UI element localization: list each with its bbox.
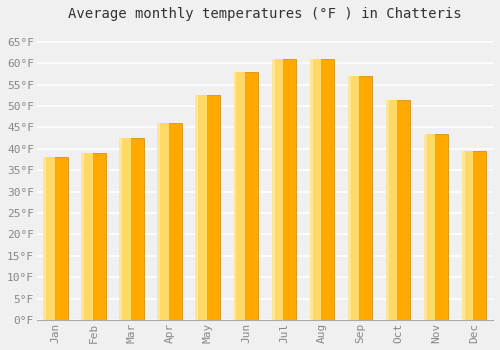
Bar xyxy=(386,100,388,320)
Bar xyxy=(310,59,334,320)
Bar xyxy=(44,158,46,320)
Bar xyxy=(120,138,144,320)
Bar xyxy=(196,96,198,320)
Bar xyxy=(310,59,320,320)
Bar xyxy=(348,76,350,320)
Bar xyxy=(196,96,220,320)
Bar xyxy=(424,134,448,320)
Bar xyxy=(234,72,244,320)
Bar xyxy=(234,72,258,320)
Bar xyxy=(120,138,130,320)
Bar xyxy=(424,134,426,320)
Bar xyxy=(44,158,54,320)
Bar xyxy=(272,59,282,320)
Bar xyxy=(386,100,397,320)
Bar xyxy=(234,72,236,320)
Bar xyxy=(44,158,68,320)
Bar xyxy=(424,134,435,320)
Bar xyxy=(272,59,274,320)
Title: Average monthly temperatures (°F ) in Chatteris: Average monthly temperatures (°F ) in Ch… xyxy=(68,7,462,21)
Bar xyxy=(310,59,312,320)
Bar xyxy=(82,153,106,320)
Bar xyxy=(386,100,410,320)
Bar xyxy=(348,76,372,320)
Bar xyxy=(158,123,160,320)
Bar xyxy=(348,76,358,320)
Bar xyxy=(158,123,182,320)
Bar xyxy=(462,151,473,320)
Bar xyxy=(196,96,206,320)
Bar xyxy=(462,151,464,320)
Bar xyxy=(82,153,92,320)
Bar xyxy=(82,153,84,320)
Bar xyxy=(272,59,296,320)
Bar xyxy=(462,151,486,320)
Bar xyxy=(158,123,168,320)
Bar xyxy=(120,138,122,320)
